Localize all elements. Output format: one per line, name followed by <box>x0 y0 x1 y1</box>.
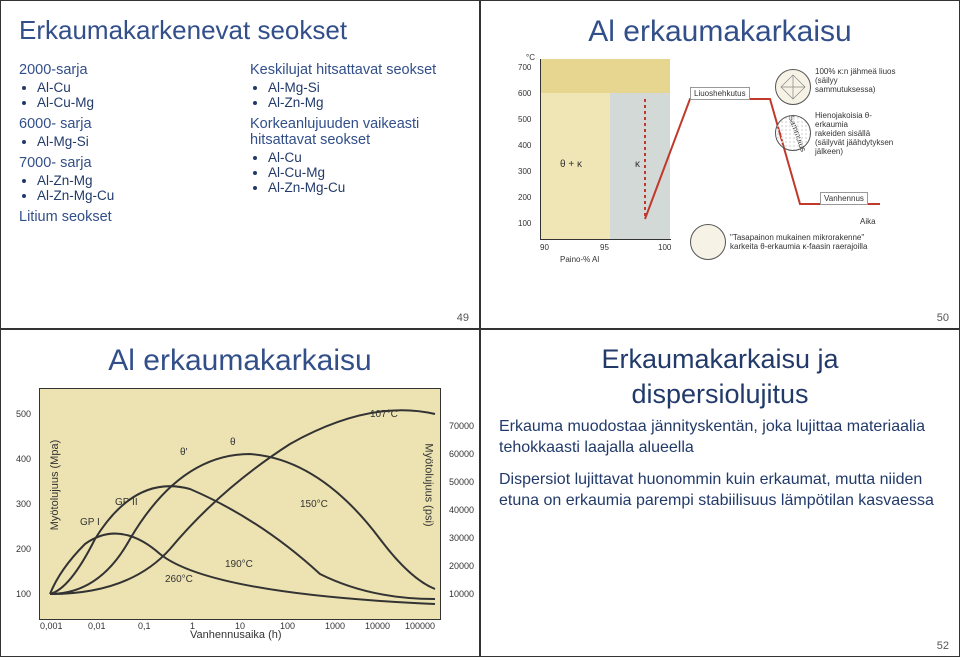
alloy: Al-Zn-Mg-Cu <box>37 188 230 203</box>
phase-diagram: θ + κ κ °C 700 600 500 400 300 200 100 9… <box>540 59 900 259</box>
right-column: Keskilujat hitsattavat seokset Al-Mg-SiA… <box>250 56 461 225</box>
footnote: karkeita θ-erkaumia κ-faasin raerajoilla <box>730 242 867 251</box>
slide-bottom-left: Al erkaumakarkaisu Myötolujuus (Mpa) Myö… <box>0 329 480 657</box>
slide-title-line1: Erkaumakarkaisu ja <box>499 344 941 375</box>
alloy: Al-Cu <box>268 150 461 165</box>
y-tick: 500 <box>518 115 531 124</box>
page-number: 52 <box>937 640 949 652</box>
alloy: Al-Mg-Si <box>268 80 461 95</box>
heading-high: Korkeanlujuuden vaikeasti hitsattavat se… <box>250 116 461 148</box>
alloy: Al-Zn-Mg-Cu <box>268 180 461 195</box>
y2-tick: 50000 <box>449 477 474 487</box>
alloy: Al-Cu-Mg <box>37 95 230 110</box>
ageing-chart: Myötolujuus (Mpa) Myötolujuus (psi) Vanh… <box>39 388 441 620</box>
blob-label: 100% κ:n jähmeä liuos <box>815 67 896 76</box>
temp-label: 190°C <box>225 559 253 570</box>
alloy: Al-Zn-Mg <box>268 95 461 110</box>
gp-label: GP II <box>115 497 138 508</box>
x-tick: 0,001 <box>40 621 63 631</box>
y-tick: 600 <box>518 89 531 98</box>
y1-tick: 200 <box>16 544 31 554</box>
blob-label: Hienojakoisia θ-erkaumia <box>815 111 872 129</box>
series-lithium: Litium seokset <box>19 209 230 225</box>
y-tick: 700 <box>518 63 531 72</box>
y1-tick: 500 <box>16 409 31 419</box>
temp-label: 260°C <box>165 574 193 585</box>
paragraph: Dispersiot lujittavat huonommin kuin erk… <box>499 469 941 512</box>
footnote: "Tasapainon mukainen mikrorakenne" <box>730 233 864 242</box>
x-tick: 100 <box>280 621 295 631</box>
process-label: Liuoshehkutus <box>694 89 746 98</box>
process-label: Vanhennus <box>824 194 864 203</box>
gp-label: GP I <box>80 517 100 528</box>
x-tick: 0,1 <box>138 621 151 631</box>
x-tick: 0,01 <box>88 621 106 631</box>
y-tick: 100 <box>518 219 531 228</box>
y2-tick: 60000 <box>449 449 474 459</box>
page-number: 49 <box>457 312 469 324</box>
y1-tick: 300 <box>16 499 31 509</box>
x-tick: 100000 <box>405 621 435 631</box>
alloy: Al-Cu-Mg <box>268 165 461 180</box>
x-tick: 1000 <box>325 621 345 631</box>
blob-label: (säilyvät jäähdytyksen jälkeen) <box>815 138 893 156</box>
alloy: Al-Mg-Si <box>37 134 230 149</box>
y2-tick: 70000 <box>449 421 474 431</box>
slide-title-line2: dispersiolujitus <box>499 379 941 410</box>
left-column: 2000-sarja Al-CuAl-Cu-Mg 6000- sarja Al-… <box>19 56 230 225</box>
y2-tick: 20000 <box>449 561 474 571</box>
y1-tick: 400 <box>16 454 31 464</box>
y-label: °C <box>526 53 535 62</box>
series-7000: 7000- sarja <box>19 155 230 171</box>
alloy: Al-Cu <box>37 80 230 95</box>
x-tick: 10000 <box>365 621 390 631</box>
slide-top-right: Al erkaumakarkaisu θ + κ κ °C 700 600 50… <box>480 0 960 329</box>
y2-tick: 30000 <box>449 533 474 543</box>
theta-label: θ' <box>180 447 187 458</box>
theta-label: θ <box>230 437 236 448</box>
y2-tick: 10000 <box>449 589 474 599</box>
series-2000: 2000-sarja <box>19 62 230 78</box>
page-number: 50 <box>937 312 949 324</box>
slide-title: Erkaumakarkenevat seokset <box>19 15 461 46</box>
series-6000: 6000- sarja <box>19 116 230 132</box>
y-tick: 400 <box>518 141 531 150</box>
slide-top-left: Erkaumakarkenevat seokset 2000-sarja Al-… <box>0 0 480 329</box>
y1-tick: 100 <box>16 589 31 599</box>
slide-title: Al erkaumakarkaisu <box>19 344 461 378</box>
blob-label: (säilyy sammutuksessa) <box>815 76 875 94</box>
y2-tick: 40000 <box>449 505 474 515</box>
aika-label: Aika <box>860 217 876 226</box>
temp-label: 150°C <box>300 499 328 510</box>
slide-bottom-right: Erkaumakarkaisu ja dispersiolujitus Erka… <box>480 329 960 657</box>
blob-label: rakeiden sisällä <box>815 129 870 138</box>
x-tick: 10 <box>235 621 245 631</box>
heading-medium: Keskilujat hitsattavat seokset <box>250 62 461 78</box>
slide-title: Al erkaumakarkaisu <box>499 15 941 49</box>
alloy: Al-Zn-Mg <box>37 173 230 188</box>
paragraph: Erkauma muodostaa jännityskentän, joka l… <box>499 416 941 459</box>
y-tick: 300 <box>518 167 531 176</box>
x-tick: 1 <box>190 621 195 631</box>
y-tick: 200 <box>518 193 531 202</box>
temp-label: 107°C <box>370 409 398 420</box>
